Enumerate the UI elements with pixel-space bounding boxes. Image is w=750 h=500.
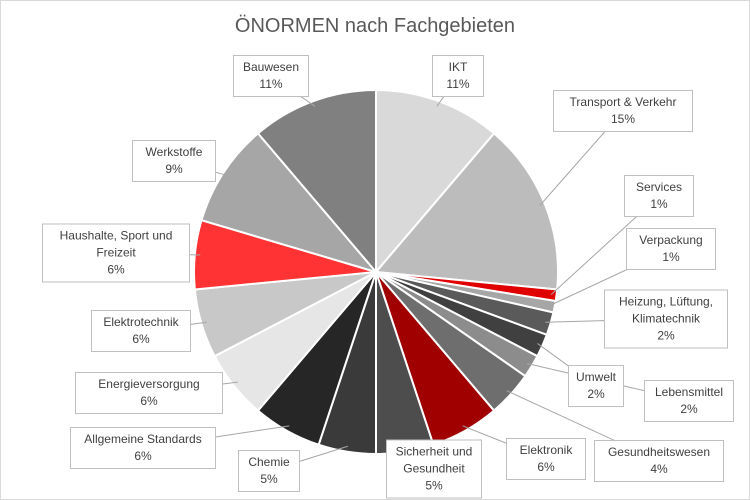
pie-slice bbox=[375, 88, 496, 275]
label-value: 5% bbox=[260, 472, 278, 486]
label-value: 6% bbox=[134, 449, 152, 463]
data-label: Elektrotechnik 6% bbox=[91, 310, 191, 352]
data-label: Energieversorgung 6% bbox=[75, 372, 223, 414]
label-value: 6% bbox=[537, 460, 555, 474]
label-name: Werkstoffe bbox=[145, 145, 203, 159]
label-name: Heizung, Lüftung, Klimatechnik bbox=[618, 294, 714, 326]
data-label: Heizung, Lüftung, Klimatechnik 2% bbox=[604, 289, 728, 349]
label-value: 6% bbox=[140, 394, 158, 408]
label-value: 6% bbox=[132, 332, 150, 346]
label-value: 1% bbox=[662, 250, 680, 264]
label-name: Transport & Verkehr bbox=[569, 95, 677, 109]
label-name: Services bbox=[635, 180, 682, 194]
label-value: 11% bbox=[259, 77, 283, 91]
label-value: 9% bbox=[165, 162, 183, 176]
label-value: 4% bbox=[650, 462, 668, 476]
label-value: 2% bbox=[587, 387, 605, 401]
data-label: Verpackung 1% bbox=[626, 228, 716, 270]
label-name: Haushalte, Sport und Freizeit bbox=[59, 228, 173, 260]
label-value: 5% bbox=[425, 478, 443, 493]
label-name: Bauwesen bbox=[242, 60, 300, 74]
data-label: Umwelt 2% bbox=[568, 365, 624, 407]
data-label: Allgemeine Standards 6% bbox=[70, 427, 216, 469]
label-value: 1% bbox=[650, 197, 668, 211]
label-name: Elektronik bbox=[519, 443, 573, 457]
data-label: Werkstoffe 9% bbox=[132, 140, 216, 182]
label-value: 6% bbox=[107, 262, 125, 277]
pie-slice bbox=[200, 132, 379, 274]
pie-slice bbox=[373, 132, 559, 291]
label-name: Energieversorgung bbox=[98, 377, 200, 391]
data-label: Bauwesen 11% bbox=[233, 55, 309, 97]
label-value: 2% bbox=[657, 328, 675, 343]
label-name: Gesundheitswesen bbox=[607, 445, 711, 459]
label-name: IKT bbox=[448, 60, 468, 74]
data-label: Transport & Verkehr 15% bbox=[553, 90, 693, 132]
label-name: Umwelt bbox=[575, 370, 616, 384]
data-label: Sicherheit und Gesundheit 5% bbox=[386, 439, 482, 499]
label-value: 11% bbox=[446, 77, 470, 91]
label-name: Allgemeine Standards bbox=[84, 432, 202, 446]
label-value: 2% bbox=[680, 402, 698, 416]
data-label: Services 1% bbox=[624, 175, 694, 217]
data-label: Gesundheitswesen 4% bbox=[594, 440, 724, 482]
chart-title: ÖNORMEN nach Fachgebieten bbox=[234, 15, 516, 37]
data-label: Lebensmittel 2% bbox=[644, 380, 734, 422]
label-name: Lebensmittel bbox=[654, 385, 724, 399]
data-label: Haushalte, Sport und Freizeit 6% bbox=[42, 223, 190, 283]
data-label: Elektronik 6% bbox=[506, 438, 586, 480]
label-value: 15% bbox=[610, 112, 636, 126]
label-name: Verpackung bbox=[639, 233, 703, 247]
label-name: Chemie bbox=[248, 455, 290, 469]
label-name: Elektrotechnik bbox=[103, 315, 179, 329]
data-label: Chemie 5% bbox=[238, 450, 300, 492]
label-name: Sicherheit und Gesundheit bbox=[395, 444, 473, 476]
data-label: IKT 11% bbox=[432, 55, 484, 97]
pie-slice bbox=[256, 88, 377, 275]
